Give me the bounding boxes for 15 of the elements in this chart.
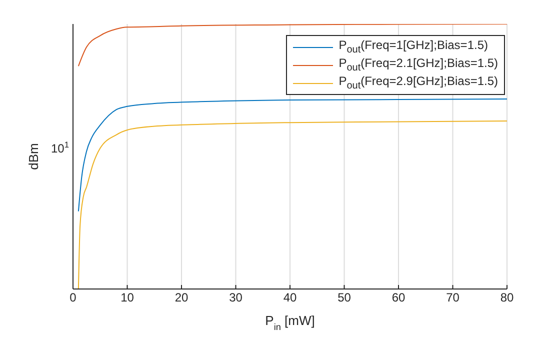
x-tick-label: 40 bbox=[283, 290, 297, 305]
legend-label: P$_{out}$(Freq=1[GHz];Bias=1.5) bbox=[338, 38, 488, 56]
x-tick-label: 80 bbox=[500, 290, 514, 305]
x-axis-title: P$_{in}$ [mW] bbox=[265, 313, 315, 332]
y-axis-title: dBm bbox=[26, 143, 41, 170]
x-tick-label: 60 bbox=[392, 290, 406, 305]
legend-label: P$_{out}$(Freq=2.9[GHz];Bias=1.5) bbox=[338, 74, 498, 92]
text: 10$^{1}$ bbox=[50, 140, 70, 156]
legend-label: P$_{out}$(Freq=2.1[GHz];Bias=1.5) bbox=[338, 56, 498, 74]
x-tick-label: 70 bbox=[446, 290, 460, 305]
x-tick-label: 10 bbox=[120, 290, 134, 305]
x-tick-label: 50 bbox=[338, 290, 352, 305]
x-tick-label: 30 bbox=[229, 290, 243, 305]
x-tick-label: 20 bbox=[174, 290, 188, 305]
x-tick-label: 0 bbox=[70, 290, 77, 305]
